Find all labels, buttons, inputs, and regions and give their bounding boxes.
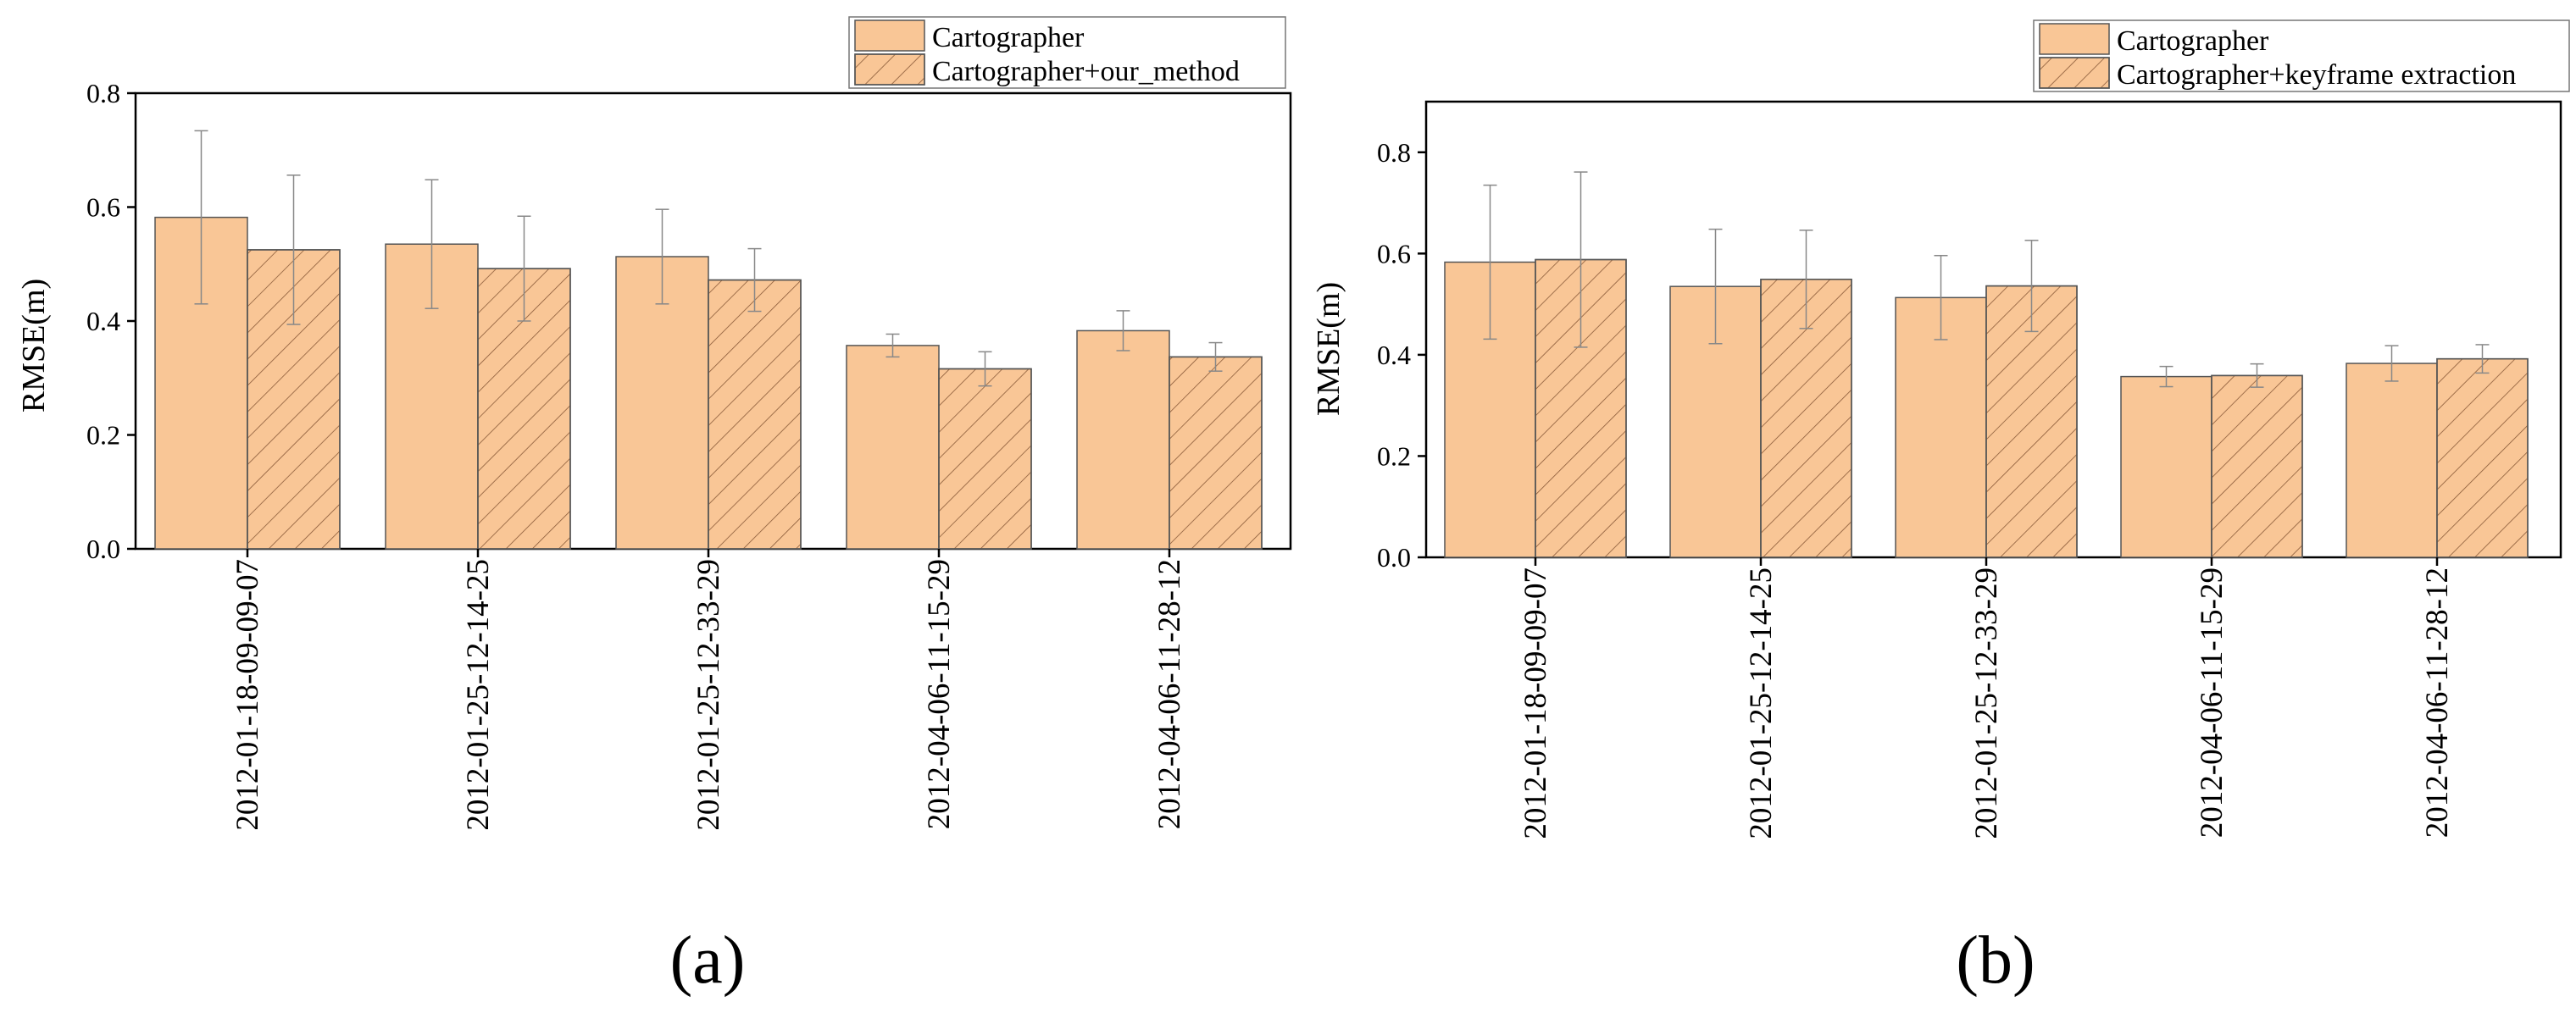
x-category-label: 2012-04-06-11-28-12	[2420, 567, 2455, 838]
legend-label: Cartographer	[932, 22, 1085, 53]
y-axis-label: RMSE(m)	[1311, 282, 1346, 416]
bar-hatch-overlay	[938, 368, 1032, 550]
bar-solid	[2120, 375, 2212, 558]
y-tick-label: 0.4	[86, 306, 120, 336]
bar-hatch-overlay	[708, 279, 802, 550]
x-category-label: 2012-01-18-09-09-07	[1518, 567, 1553, 839]
panel-label: (a)	[670, 923, 746, 998]
bar-solid	[1076, 329, 1170, 550]
x-category-label: 2012-04-06-11-28-12	[1152, 559, 1187, 829]
bar-solid	[615, 256, 709, 550]
legend-label: Cartographer+keyframe extraction	[2117, 59, 2516, 91]
plot-area-a: 0.0 0.2 0.4 0.6 0.8 2012-01-18-09-09-07 2012-0…	[86, 78, 1292, 831]
x-category-label: 2012-01-25-12-14-25	[461, 559, 496, 831]
bar-solid	[846, 345, 940, 550]
y-tick-label: 0.0	[86, 534, 120, 564]
y-tick-label: 0.6	[86, 192, 120, 223]
x-category-label: 2012-04-06-11-15-29	[2195, 567, 2229, 838]
legend-a: Cartographer Cartographer+our_method	[848, 16, 1286, 89]
chart-panel-a: 0.0 0.2 0.4 0.6 0.8 2012-01-18-09-09-07 2012-0…	[16, 16, 1292, 998]
x-category-label: 2012-01-25-12-33-29	[691, 559, 726, 831]
x-category-label: 2012-04-06-11-15-29	[922, 559, 957, 829]
legend-label: Cartographer	[2117, 25, 2269, 57]
y-tick-label: 0.2	[86, 420, 120, 451]
bar-hatch-overlay	[1169, 356, 1263, 550]
y-tick-label: 0.8	[86, 78, 120, 108]
bar-hatch-overlay	[2436, 357, 2529, 558]
x-category-label: 2012-01-18-09-09-07	[230, 559, 265, 831]
x-category-label: 2012-01-25-12-14-25	[1744, 567, 1779, 839]
bar-solid	[2346, 363, 2438, 558]
plot-area-b: 0.0 0.2 0.4 0.6 0.8 2012-01-18-09-09-07 2012-0…	[1377, 100, 2562, 839]
legend-b: Cartographer Cartographer+keyframe extra…	[2033, 19, 2570, 92]
y-tick-label: 0.4	[1377, 340, 1411, 370]
bar-hatch-overlay	[2211, 374, 2303, 558]
y-tick-label: 0.6	[1377, 238, 1411, 268]
legend-swatch-solid	[2039, 23, 2110, 55]
legend-swatch-solid	[854, 19, 925, 52]
chart-panel-b: 0.0 0.2 0.4 0.6 0.8 2012-01-18-09-09-07 2012-0…	[1311, 19, 2570, 998]
x-category-label: 2012-01-25-12-33-29	[1969, 567, 2004, 839]
y-axis-label: RMSE(m)	[16, 279, 52, 412]
legend-swatch-hatched	[854, 53, 925, 86]
y-tick-label: 0.2	[1377, 440, 1411, 471]
legend-label: Cartographer+our_method	[932, 56, 1240, 87]
y-tick-label: 0.8	[1377, 137, 1411, 168]
legend-swatch-hatched	[2039, 57, 2110, 89]
panel-label: (b)	[1956, 923, 2035, 998]
y-tick-label: 0.0	[1377, 542, 1411, 573]
legend-box	[2033, 19, 2570, 92]
